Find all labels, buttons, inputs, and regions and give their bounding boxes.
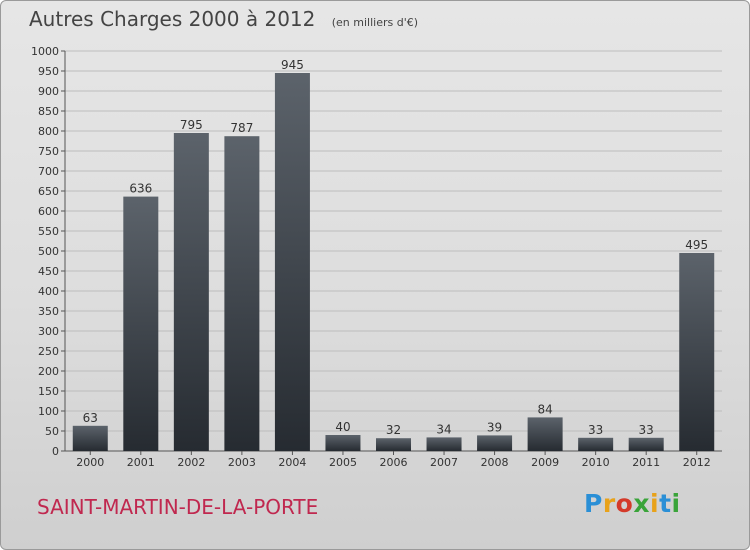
logo-letter: r — [602, 489, 616, 518]
x-tick-label: 2012 — [683, 456, 711, 469]
x-tick-label: 2011 — [632, 456, 660, 469]
y-tick-label: 500 — [38, 245, 59, 258]
x-tick-label: 2009 — [531, 456, 559, 469]
bar — [477, 435, 513, 451]
bar-value-label: 33 — [639, 423, 654, 437]
y-tick-label: 100 — [38, 405, 59, 418]
x-tick-label: 2010 — [582, 456, 610, 469]
bar-value-label: 32 — [386, 423, 401, 437]
bar-value-label: 40 — [335, 420, 350, 434]
x-tick-label: 2005 — [329, 456, 357, 469]
y-tick-label: 50 — [45, 425, 59, 438]
bar-value-label: 636 — [129, 182, 152, 196]
bar-value-label: 945 — [281, 58, 304, 72]
bar-value-label: 795 — [180, 118, 203, 132]
x-tick-label: 2002 — [177, 456, 205, 469]
y-tick-label: 0 — [52, 445, 59, 458]
y-tick-label: 250 — [38, 345, 59, 358]
bar — [274, 73, 310, 451]
y-tick-label: 150 — [38, 385, 59, 398]
logo-letter: o — [615, 489, 634, 518]
x-tick-label: 2000 — [76, 456, 104, 469]
bar — [578, 437, 614, 451]
bar — [325, 435, 361, 451]
commune-name: SAINT-MARTIN-DE-LA-PORTE — [37, 495, 319, 519]
y-tick-label: 600 — [38, 205, 59, 218]
bar — [173, 133, 209, 451]
y-tick-label: 850 — [38, 105, 59, 118]
bar-value-label: 33 — [588, 423, 603, 437]
bar — [376, 438, 411, 451]
x-tick-label: 2006 — [380, 456, 408, 469]
y-tick-label: 200 — [38, 365, 59, 378]
x-tick-label: 2008 — [481, 456, 509, 469]
y-tick-label: 800 — [38, 125, 59, 138]
x-tick-label: 2004 — [278, 456, 306, 469]
bar-value-label: 34 — [436, 422, 451, 436]
bar — [123, 196, 159, 451]
logo-letter: x — [633, 489, 650, 518]
logo-letter: P — [584, 489, 603, 518]
proxiti-logo: Proxiti — [584, 489, 681, 518]
y-tick-label: 450 — [38, 265, 59, 278]
bar — [628, 437, 664, 451]
y-tick-label: 900 — [38, 85, 59, 98]
bar — [527, 417, 563, 451]
y-tick-label: 950 — [38, 65, 59, 78]
logo-letter: i — [671, 489, 681, 518]
x-tick-label: 2003 — [228, 456, 256, 469]
x-tick-label: 2007 — [430, 456, 458, 469]
y-tick-label: 650 — [38, 185, 59, 198]
y-tick-label: 300 — [38, 325, 59, 338]
bar-value-label: 63 — [83, 411, 98, 425]
y-tick-label: 700 — [38, 165, 59, 178]
chart-title: Autres Charges 2000 à 2012 (en milliers … — [29, 7, 418, 31]
x-tick-label: 2001 — [127, 456, 155, 469]
chart-unit-text: (en milliers d'€) — [331, 16, 419, 29]
y-tick-label: 400 — [38, 285, 59, 298]
bar — [224, 136, 260, 451]
y-tick-label: 750 — [38, 145, 59, 158]
chart-title-text: Autres Charges 2000 à 2012 — [29, 7, 316, 31]
y-tick-label: 1000 — [31, 45, 59, 58]
bar — [679, 253, 715, 451]
bar-value-label: 787 — [230, 121, 253, 135]
bar — [426, 437, 462, 451]
y-tick-label: 350 — [38, 305, 59, 318]
y-tick-label: 550 — [38, 225, 59, 238]
logo-letter: t — [659, 489, 672, 518]
bar-value-label: 495 — [685, 238, 708, 252]
bar-value-label: 84 — [537, 402, 552, 416]
bar-value-label: 39 — [487, 420, 502, 434]
logo-letter: i — [650, 489, 660, 518]
bar — [72, 425, 108, 451]
